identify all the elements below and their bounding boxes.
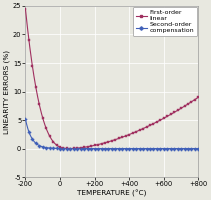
Legend: First-order
linear, Second-order
compensation: First-order linear, Second-order compens… xyxy=(133,7,197,36)
Y-axis label: LINEARITY ERRORS (%): LINEARITY ERRORS (%) xyxy=(3,50,10,134)
X-axis label: TEMPERATURE (°C): TEMPERATURE (°C) xyxy=(77,189,147,197)
